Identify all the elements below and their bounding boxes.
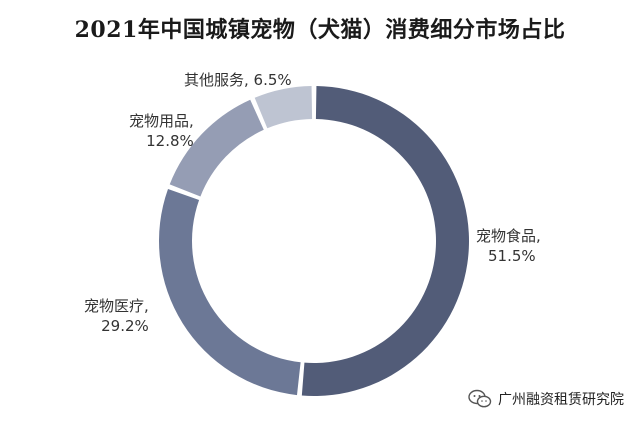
- donut-slices: [158, 86, 470, 397]
- label-pet-food-value: 51.5%: [488, 247, 536, 265]
- watermark: 广州融资租赁研究院: [468, 389, 624, 409]
- watermark-text: 广州融资租赁研究院: [498, 392, 624, 408]
- label-pet-medical: 宠物医疗, 29.2%: [84, 296, 149, 336]
- label-pet-supplies-value: 12.8%: [146, 132, 194, 150]
- label-pet-medical-value: 29.2%: [101, 317, 149, 335]
- slice-other-services: [254, 86, 313, 129]
- label-pet-supplies: 宠物用品, 12.8%: [129, 111, 194, 151]
- wechat-icon: [468, 389, 492, 408]
- label-other-services: 其他服务, 6.5%: [184, 70, 292, 90]
- slice-pet-food: [301, 86, 470, 397]
- label-pet-food: 宠物食品, 51.5%: [476, 226, 541, 266]
- slice-pet-medical: [158, 188, 301, 396]
- chart-title: 2021年中国城镇宠物（犬猫）消费细分市场占比: [74, 17, 566, 43]
- label-pet-supplies-name: 宠物用品,: [129, 112, 194, 130]
- label-other-services-text: 其他服务, 6.5%: [184, 71, 292, 89]
- label-pet-food-name: 宠物食品,: [476, 227, 541, 245]
- label-pet-medical-name: 宠物医疗,: [84, 297, 149, 315]
- slice-pet-supplies: [169, 99, 264, 197]
